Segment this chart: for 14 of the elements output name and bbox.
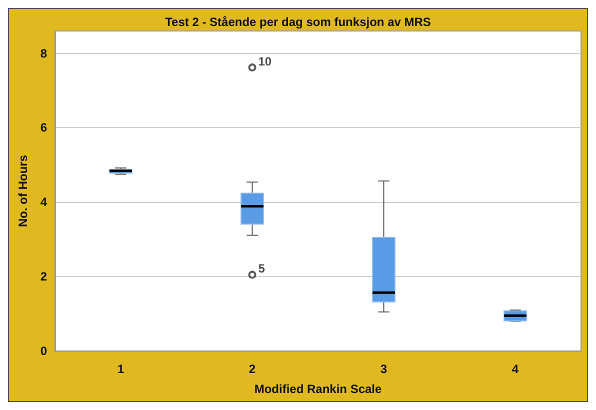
y-tick-label: 6 [40,120,48,135]
y-tick-label: 0 [40,344,48,358]
x-tick-label: 3 [380,362,388,376]
y-axis-title: No. of Hours [16,154,30,227]
y-tick-label: 4 [40,195,48,210]
annotation: 5 [258,262,266,276]
annotation: 10 [258,54,272,68]
x-tick-label: 2 [248,362,256,376]
x-tick-label: 1 [117,362,124,376]
x-axis-title: Modified Rankin Scale [254,382,382,396]
x-tick-label: 4 [512,362,519,376]
y-tick-label: 8 [40,46,48,60]
y-tick-label: 2 [40,270,48,284]
chart-title: Test 2 - Stående per dag som funksjon av MRS [165,15,431,29]
